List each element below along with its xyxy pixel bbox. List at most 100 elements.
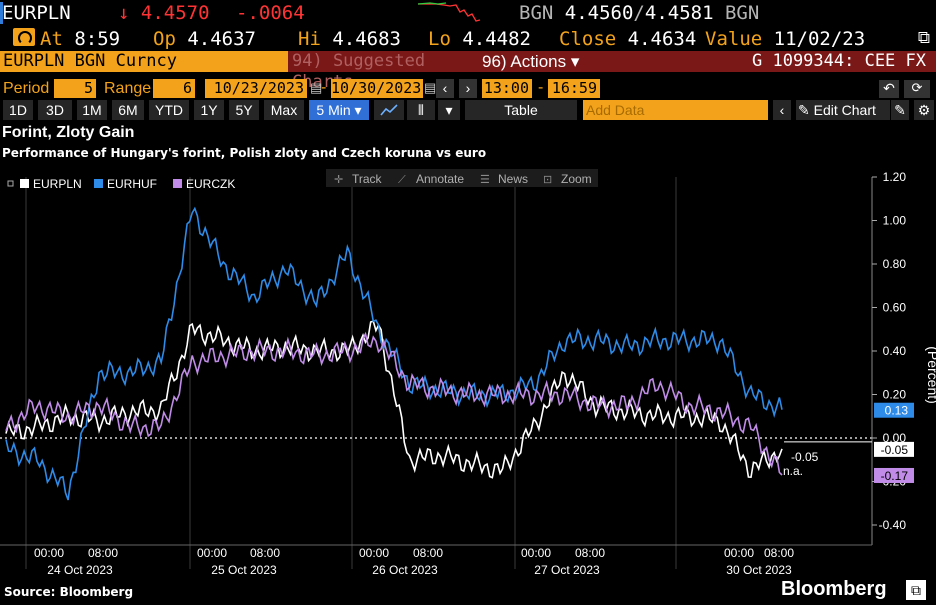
sparkline-down [418, 3, 480, 22]
collapse-icon[interactable]: ‹ [773, 100, 791, 120]
settings-icon[interactable]: ⚙ [914, 100, 934, 120]
span-1d[interactable]: 1D [3, 100, 33, 120]
range-field[interactable]: 6 [153, 79, 195, 98]
source-note: Source: Bloomberg [4, 585, 134, 599]
legend: EURPLN EURHUF EURCZK [7, 177, 235, 191]
ask-value: 4.4581 [644, 2, 714, 24]
news-tool-icon[interactable]: ☰ [480, 174, 490, 186]
actions-menu[interactable]: 96) Actions ▾ [478, 51, 598, 72]
end-label-box [874, 441, 914, 457]
x-date-label: 24 Oct 2023 [47, 563, 113, 577]
x-time-label: 08:00 [764, 546, 794, 560]
annotation-na: n.a. [783, 464, 803, 478]
end-date-field[interactable]: 10/30/2023 [331, 79, 423, 98]
time-separator: - [538, 79, 544, 96]
x-time-label: 00:00 [521, 546, 551, 560]
prev-arrow-icon[interactable]: ‹ [436, 79, 454, 98]
high-price: Hi 4.4683 [298, 28, 401, 50]
edit-chart-label: Edit Chart [813, 102, 876, 118]
start-date-field[interactable]: 10/23/2023 [205, 79, 307, 98]
calendar-icon[interactable]: ▤ [424, 80, 437, 95]
span-3d[interactable]: 3D [38, 100, 72, 120]
security-field[interactable]: EURPLN BGN Curncy [0, 51, 288, 72]
x-time-label: 00:00 [359, 546, 389, 560]
track-tool[interactable]: Track [352, 172, 383, 186]
dropdown-icon[interactable]: ▾ [438, 100, 460, 120]
suggested-charts-button[interactable]: 94) Suggested Charts [288, 51, 478, 92]
zoom-tool-icon[interactable]: ⊡ [543, 174, 552, 186]
end-label-value: 0.13 [885, 404, 909, 418]
end-label-value: -0.05 [881, 443, 909, 457]
net-change: -.0064 [236, 2, 305, 24]
x-date-label: 27 Oct 2023 [534, 563, 600, 577]
edit-icon[interactable]: ✎ [891, 100, 909, 120]
table-button[interactable]: Table [465, 100, 577, 120]
add-data-input[interactable]: Add Data [583, 100, 768, 120]
interval-dropdown[interactable]: 5 Min ▾ [309, 100, 369, 120]
span-6m[interactable]: 6M [112, 100, 144, 120]
edit-chart-button[interactable]: ✎ Edit Chart [796, 100, 890, 120]
range-bar: Period 5 Range 6 10/23/2023 ▤ - 10/30/20… [0, 79, 936, 99]
track-tool-icon[interactable]: ✛ [334, 174, 343, 186]
x-axis: 00:00 08:00 00:00 08:00 00:00 08:00 00:00 08:00… [0, 544, 872, 577]
undo-icon[interactable]: ↶ [879, 80, 899, 98]
x-time-label: 08:00 [575, 546, 605, 560]
value-date: Value 11/02/23 [705, 28, 866, 50]
sparkline-up [418, 2, 447, 5]
y-tick-label: 0.00 [883, 431, 907, 445]
span-ytd[interactable]: YTD [149, 100, 189, 120]
x-time-label: 00:00 [724, 546, 754, 560]
span-1m[interactable]: 1M [77, 100, 107, 120]
tools-bg [326, 169, 598, 187]
calendar-icon[interactable]: ▤ [310, 80, 323, 95]
end-label-box [874, 467, 914, 483]
y-axis: 1.201.000.800.600.400.200.00-0.20-0.40 [871, 170, 907, 545]
chart-area: 1.201.000.800.600.400.200.00-0.20-0.40 (… [0, 169, 936, 577]
date-separator: - [321, 79, 327, 96]
annotate-tool-icon[interactable]: ⟋ [398, 174, 406, 186]
refresh-icon[interactable]: ⟳ [904, 80, 930, 98]
window-icon[interactable]: ⧉ [906, 580, 926, 600]
period-label: Period [3, 80, 50, 97]
ticker[interactable]: EURPLN [0, 2, 71, 24]
span-1y[interactable]: 1Y [194, 100, 224, 120]
low-price: Lo 4.4482 [428, 28, 531, 50]
clock-icon[interactable] [13, 28, 35, 46]
news-tool[interactable]: News [498, 172, 528, 186]
x-time-label: 08:00 [250, 546, 280, 560]
period-field[interactable]: 5 [54, 79, 96, 98]
legend-swatch [173, 179, 182, 188]
chart-id: G 1099344: CEE FX [598, 51, 936, 72]
chart-toolbar: 1D 3D 1M 6M YTD 1Y 5Y Max 5 Min ▾ ⫴ ▾ Ta… [0, 100, 936, 120]
quote-header: EURPLN ↓ 4.4570 -.0064 BGN 4.4560/4.4581… [0, 0, 936, 25]
quote-details: At 8:59 Op 4.4637 Hi 4.4683 Lo 4.4482 Cl… [0, 25, 936, 50]
end-time-field[interactable]: 16:59 [548, 79, 600, 98]
zoom-tool[interactable]: Zoom [561, 172, 592, 186]
range-label: Range [104, 80, 152, 97]
end-labels: 0.13-0.05-0.17-0.05n.a. [783, 402, 914, 483]
annotate-tool[interactable]: Annotate [416, 172, 464, 186]
legend-swatch [20, 179, 29, 188]
launchpad-icon[interactable]: ⧉ [917, 28, 930, 47]
security-bar: EURPLN BGN Curncy 94) Suggested Charts 9… [0, 50, 936, 92]
close-price: Close 4.4634 [559, 28, 697, 50]
span-5y[interactable]: 5Y [229, 100, 259, 120]
series-line-eurczk [5, 331, 783, 476]
pencil-icon: ✎ [798, 102, 814, 118]
next-arrow-icon[interactable]: › [459, 79, 477, 98]
last-price: ↓ 4.4570 [118, 2, 210, 24]
open-price: Op 4.4637 [153, 28, 256, 50]
x-time-label: 00:00 [197, 546, 227, 560]
span-max[interactable]: Max [264, 100, 304, 120]
legend-toggle-icon[interactable] [7, 180, 14, 187]
legend-label: EURPLN [33, 177, 82, 191]
bar-type-icon[interactable]: ⫴ [407, 100, 435, 120]
line-chart-icon[interactable] [374, 100, 404, 120]
sparkline [418, 2, 480, 22]
series-line-eurpln [5, 320, 783, 479]
start-time-field[interactable]: 13:00 [482, 79, 532, 98]
y-tick-label: 0.60 [883, 301, 907, 315]
y-tick-label: 1.00 [883, 214, 907, 228]
x-date-label: 30 Oct 2023 [726, 563, 792, 577]
x-time-label: 08:00 [88, 546, 118, 560]
